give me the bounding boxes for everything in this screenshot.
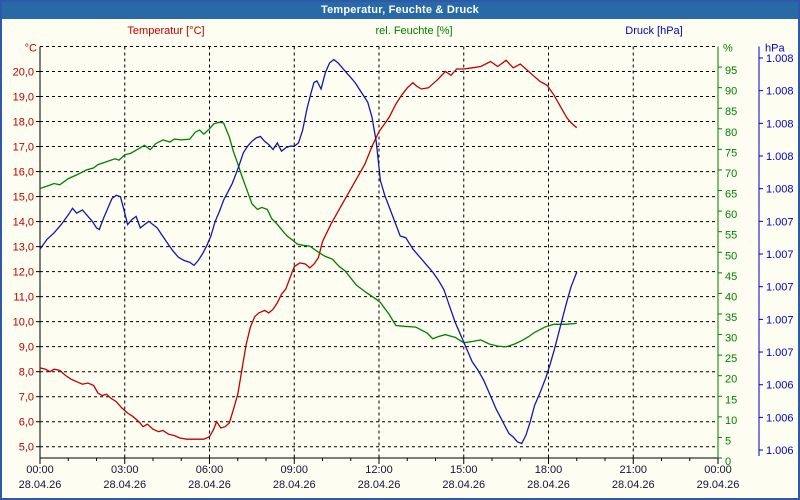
svg-text:45: 45 — [725, 271, 737, 283]
svg-text:hPa: hPa — [765, 43, 785, 55]
svg-text:80: 80 — [725, 127, 737, 139]
temperatur-series-line — [39, 59, 578, 440]
svg-text:6,0: 6,0 — [19, 417, 34, 429]
svg-text:1.007: 1.007 — [766, 314, 794, 326]
svg-text:20: 20 — [725, 374, 737, 386]
svg-text:28.04.26: 28.04.26 — [103, 479, 146, 491]
svg-text:18:00: 18:00 — [535, 464, 563, 476]
svg-text:40: 40 — [725, 291, 737, 303]
grid-lines — [40, 46, 718, 458]
svg-text:1.007: 1.007 — [766, 282, 794, 294]
svg-text:75: 75 — [725, 147, 737, 159]
svg-text:85: 85 — [725, 106, 737, 118]
legend-temperature-label: Temperatur [°C] — [127, 25, 205, 37]
rel-feuchte-series-line — [39, 121, 577, 348]
svg-text:20,0: 20,0 — [13, 67, 34, 79]
svg-text:90: 90 — [725, 86, 737, 98]
svg-text:10: 10 — [725, 415, 737, 427]
svg-text:1.006: 1.006 — [766, 445, 794, 457]
svg-text:12,0: 12,0 — [13, 267, 34, 279]
svg-text:03:00: 03:00 — [111, 464, 139, 476]
svg-text:10,0: 10,0 — [13, 317, 34, 329]
svg-text:00:00: 00:00 — [26, 464, 54, 476]
svg-text:35: 35 — [725, 312, 737, 324]
svg-text:60: 60 — [725, 209, 737, 221]
svg-text:°C: °C — [25, 43, 37, 55]
axes — [36, 46, 763, 464]
svg-text:1.006: 1.006 — [766, 412, 794, 424]
svg-text:16,0: 16,0 — [13, 167, 34, 179]
axis-labels: 00:00 28.04.26 03:00 28.04.26 06:00 28.04.26 0… — [13, 43, 794, 492]
svg-text:18,0: 18,0 — [13, 117, 34, 129]
svg-text:1.008: 1.008 — [766, 118, 794, 130]
svg-text:0: 0 — [725, 456, 731, 468]
svg-text:1.008: 1.008 — [766, 86, 794, 98]
svg-text:15:00: 15:00 — [450, 464, 478, 476]
svg-text:7,0: 7,0 — [19, 392, 34, 404]
svg-text:70: 70 — [725, 168, 737, 180]
svg-text:28.04.26: 28.04.26 — [188, 479, 231, 491]
svg-text:09:00: 09:00 — [280, 464, 308, 476]
svg-text:5: 5 — [725, 435, 731, 447]
svg-text:1.008: 1.008 — [766, 53, 794, 65]
svg-text:21:00: 21:00 — [619, 464, 647, 476]
svg-text:1.007: 1.007 — [766, 249, 794, 261]
svg-text:00:00: 00:00 — [704, 464, 732, 476]
svg-text:12:00: 12:00 — [365, 464, 393, 476]
svg-text:17,0: 17,0 — [13, 142, 34, 154]
legend-humidity-label: rel. Feuchte [%] — [375, 25, 453, 37]
svg-text:19,0: 19,0 — [13, 92, 34, 104]
svg-text:15: 15 — [725, 394, 737, 406]
window-title: Temperatur, Feuchte & Druck — [320, 4, 479, 16]
svg-text:06:00: 06:00 — [196, 464, 224, 476]
svg-text:50: 50 — [725, 250, 737, 262]
druck-series-line — [39, 58, 578, 445]
svg-text:%: % — [723, 43, 733, 55]
svg-text:13,0: 13,0 — [13, 242, 34, 254]
legend-pressure-label: Druck [hPa] — [625, 25, 683, 37]
svg-text:28.04.26: 28.04.26 — [358, 479, 401, 491]
svg-text:15,0: 15,0 — [13, 192, 34, 204]
svg-text:30: 30 — [725, 333, 737, 345]
svg-text:5,0: 5,0 — [19, 442, 34, 454]
svg-text:29.04.26: 29.04.26 — [697, 479, 740, 491]
svg-text:1.007: 1.007 — [766, 347, 794, 359]
svg-text:1.006: 1.006 — [766, 380, 794, 392]
svg-text:14,0: 14,0 — [13, 217, 34, 229]
svg-text:28.04.26: 28.04.26 — [612, 479, 655, 491]
svg-text:28.04.26: 28.04.26 — [273, 479, 316, 491]
svg-text:8,0: 8,0 — [19, 367, 34, 379]
svg-text:1.008: 1.008 — [766, 184, 794, 196]
svg-text:9,0: 9,0 — [19, 342, 34, 354]
svg-text:28.04.26: 28.04.26 — [19, 479, 62, 491]
svg-text:1.007: 1.007 — [766, 216, 794, 228]
title-bar: Temperatur, Feuchte & Druck — [2, 2, 798, 19]
svg-text:28.04.26: 28.04.26 — [442, 479, 485, 491]
svg-text:95: 95 — [725, 65, 737, 77]
svg-text:28.04.26: 28.04.26 — [527, 479, 570, 491]
svg-text:65: 65 — [725, 189, 737, 201]
series-lines — [39, 58, 578, 445]
svg-text:55: 55 — [725, 230, 737, 242]
svg-text:1.008: 1.008 — [766, 151, 794, 163]
svg-text:11,0: 11,0 — [13, 292, 34, 304]
svg-text:25: 25 — [725, 353, 737, 365]
